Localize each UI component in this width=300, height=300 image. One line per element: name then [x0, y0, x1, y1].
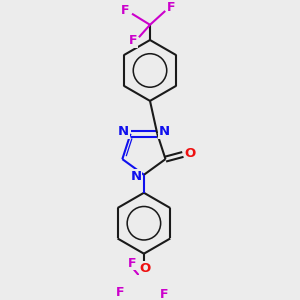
Text: F: F	[128, 257, 136, 270]
Text: F: F	[116, 286, 124, 299]
Text: F: F	[129, 34, 137, 47]
Text: F: F	[121, 4, 129, 17]
Text: N: N	[130, 170, 142, 183]
Text: N: N	[159, 125, 170, 138]
Text: F: F	[160, 288, 168, 300]
Text: O: O	[140, 262, 151, 275]
Text: O: O	[184, 147, 195, 160]
Text: N: N	[118, 125, 129, 138]
Text: F: F	[167, 1, 176, 14]
